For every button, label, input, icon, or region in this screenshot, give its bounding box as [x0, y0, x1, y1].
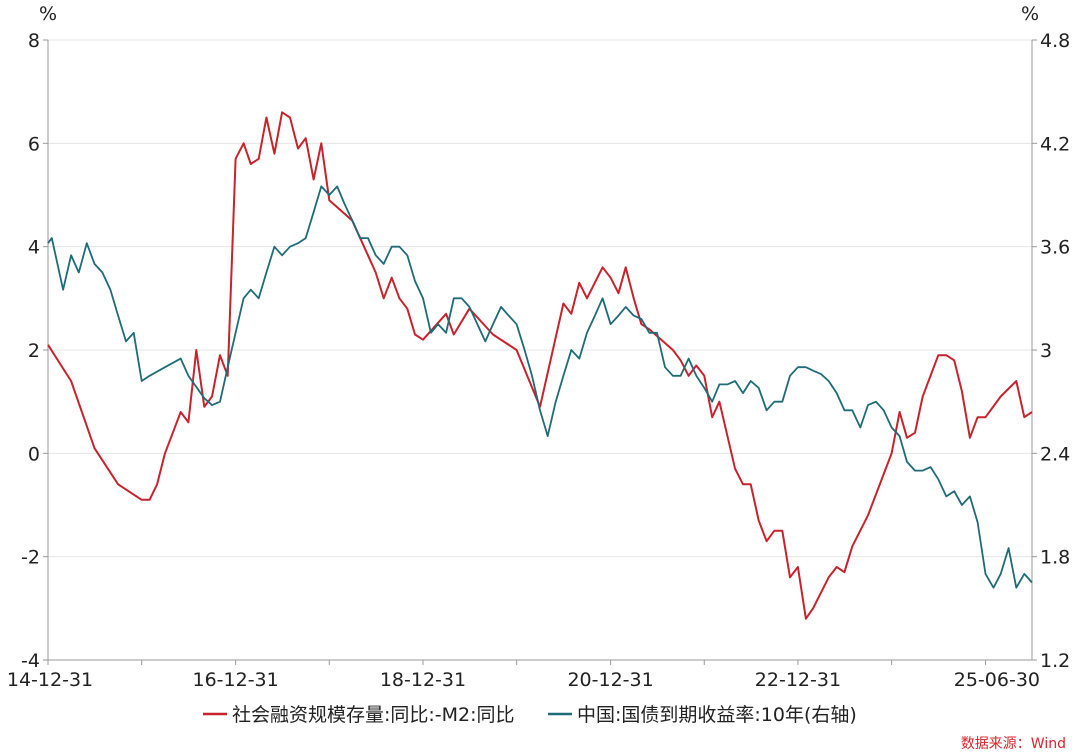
right-axis-ticks: 4.8 4.2 3.6 3 2.4 1.8 1.2: [1032, 30, 1070, 672]
right-tick-label: 4.8: [1040, 30, 1070, 52]
series-line-cgb-10y: [47, 185, 1033, 589]
left-axis-unit: %: [39, 3, 57, 25]
x-tick-label: 22-12-31: [755, 669, 841, 691]
x-tick-label: 20-12-31: [567, 669, 653, 691]
left-tick-label: 2: [28, 340, 40, 362]
x-tick-label: 14-12-31: [7, 669, 93, 691]
x-tick-label: 25-06-30: [954, 669, 1040, 691]
x-tick-label: 18-12-31: [380, 669, 466, 691]
left-tick-label: 0: [28, 443, 40, 465]
left-tick-label: 4: [28, 237, 40, 259]
series-line-social-financing-m2: [47, 111, 1033, 620]
x-tick-label: 16-12-31: [192, 669, 278, 691]
left-tick-label: 8: [28, 30, 40, 52]
legend-label-cgb-10y: 中国:国债到期收益率:10年(右轴): [577, 704, 857, 726]
right-axis-unit: %: [1021, 3, 1039, 25]
right-tick-label: 3: [1040, 340, 1052, 362]
legend: 社会融资规模存量:同比:-M2:同比 中国:国债到期收益率:10年(右轴): [203, 704, 857, 726]
data-source: 数据来源：Wind: [961, 736, 1066, 752]
right-tick-label: 3.6: [1040, 237, 1070, 259]
left-tick-label: -4: [21, 650, 40, 672]
right-tick-label: 2.4: [1040, 443, 1070, 465]
x-axis-ticks: 14-12-31 16-12-31 18-12-31 20-12-31 22-12-31…: [7, 660, 1040, 691]
right-tick-label: 1.2: [1040, 650, 1070, 672]
right-tick-label: 1.8: [1040, 547, 1070, 569]
left-axis-ticks: 8 6 4 2 0 -2 -4: [21, 30, 48, 672]
left-tick-label: -2: [21, 547, 40, 569]
grid: [48, 39, 1032, 558]
left-tick-label: 6: [28, 133, 40, 155]
series: [47, 111, 1033, 620]
legend-label-social-financing-m2: 社会融资规模存量:同比:-M2:同比: [232, 704, 515, 726]
right-tick-label: 4.2: [1040, 133, 1070, 155]
